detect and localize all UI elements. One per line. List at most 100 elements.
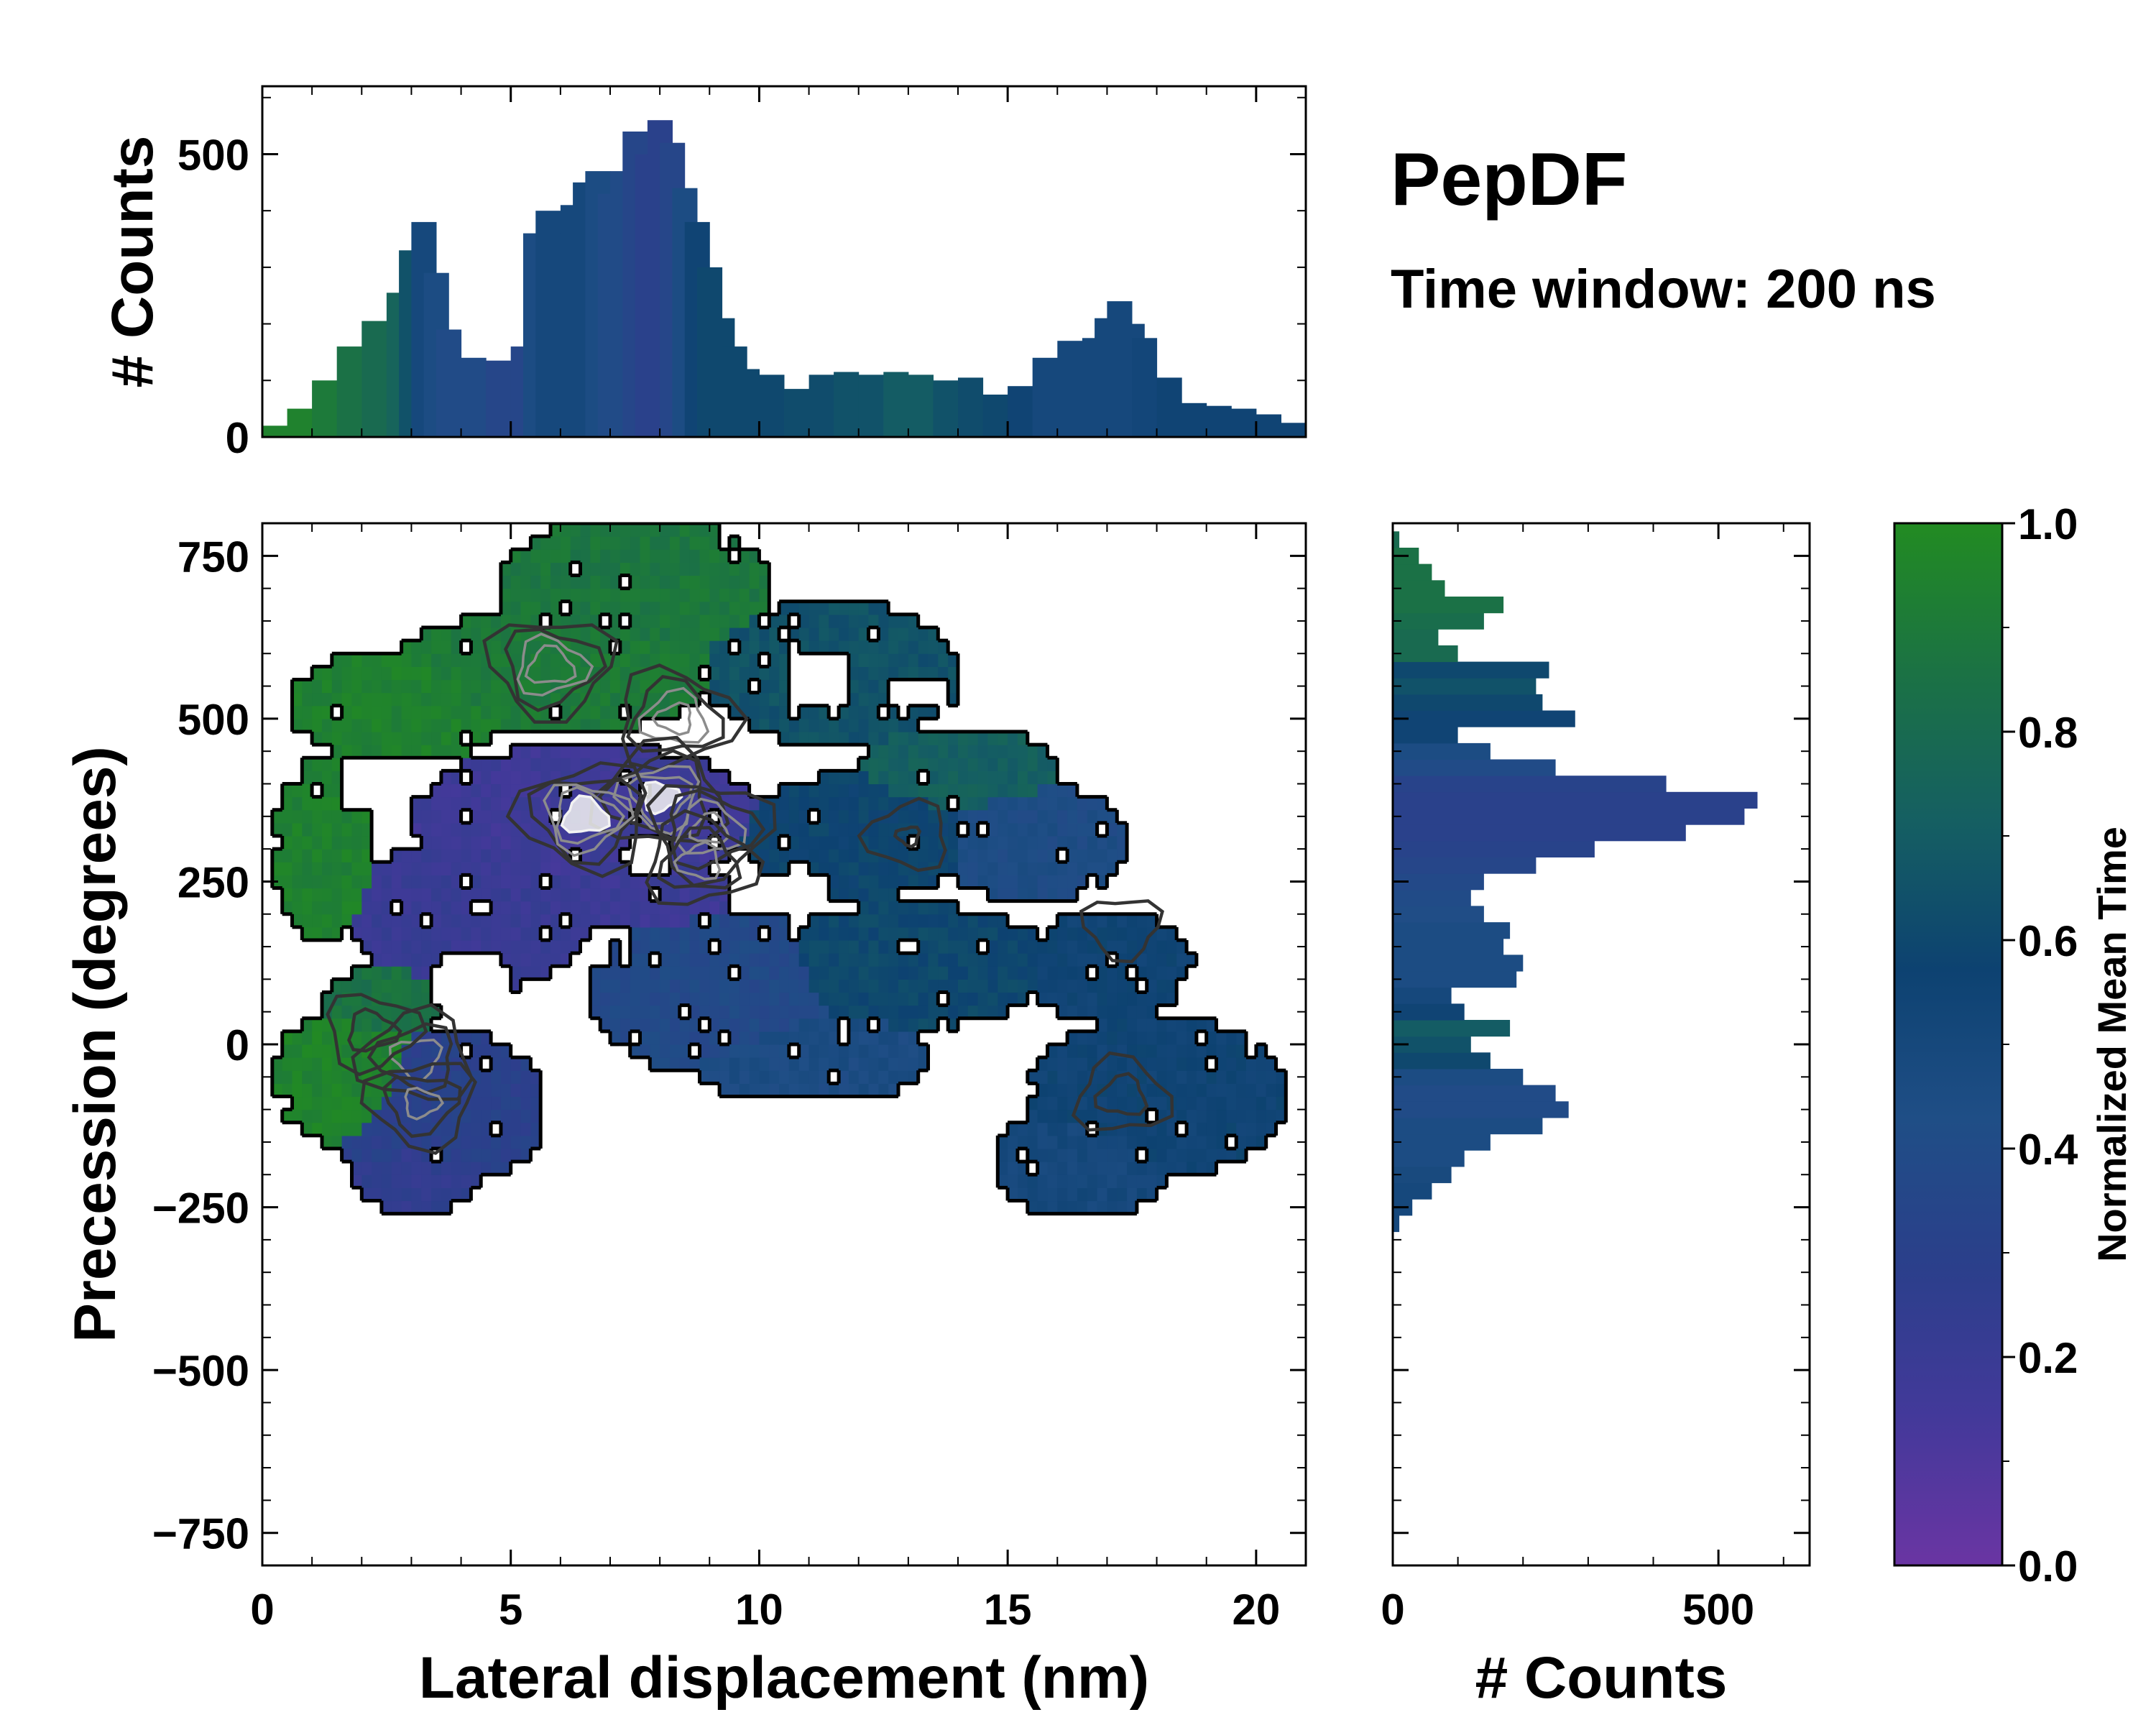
heatmap-cell	[341, 1018, 352, 1032]
heatmap-cell	[322, 758, 333, 771]
heatmap-cell	[839, 979, 849, 993]
heatmap-cell	[788, 1083, 800, 1098]
heatmap-cell	[292, 718, 303, 732]
heatmap-cell	[441, 926, 452, 941]
heatmap-cell	[381, 679, 392, 694]
heatmap-cell	[431, 901, 442, 915]
heatmap-cell	[431, 809, 442, 824]
heatmap-cell	[471, 770, 482, 785]
heatmap-cell	[530, 849, 541, 862]
heatmap-cell	[272, 822, 283, 837]
heatmap-cell	[481, 796, 492, 811]
heatmap-cell	[739, 940, 750, 954]
colorbar-tick-label: 0.0	[2018, 1542, 2078, 1591]
heatmap-cell	[739, 1031, 750, 1045]
heatmap-cell	[580, 705, 591, 719]
heatmap-cell	[520, 966, 531, 980]
heatmap-cell	[699, 653, 710, 667]
heatmap-cell	[908, 1018, 919, 1032]
heatmap-cell	[958, 796, 969, 811]
heatmap-cell	[779, 1018, 790, 1032]
right-xtick-label: 500	[1682, 1586, 1754, 1634]
heatmap-cell	[798, 1018, 810, 1032]
heatmap-cell	[1196, 1018, 1207, 1032]
heatmap-cell	[779, 849, 790, 862]
heatmap-cell	[928, 914, 939, 928]
heatmap-cell	[808, 966, 819, 980]
heatmap-cell	[699, 588, 710, 602]
heatmap-cell	[560, 758, 571, 771]
heatmap-cell	[769, 705, 780, 719]
heatmap-cell	[1136, 1057, 1148, 1071]
heatmap-cell	[709, 1005, 720, 1019]
heatmap-cell	[381, 953, 392, 967]
heatmap-cell	[302, 914, 313, 928]
heatmap-cell	[441, 666, 452, 681]
right-histogram-bar	[1393, 645, 1458, 663]
heatmap-cell	[590, 992, 601, 1006]
heatmap-cell	[1067, 862, 1078, 875]
heatmap-cell	[540, 758, 551, 771]
heatmap-cell	[749, 1031, 760, 1045]
heatmap-cell	[292, 1031, 303, 1045]
top-histogram-bar	[834, 372, 860, 437]
heatmap-cell	[322, 1031, 333, 1045]
heatmap-cell	[292, 692, 303, 707]
heatmap-cell	[938, 953, 949, 967]
heatmap-cell	[331, 1096, 343, 1110]
heatmap-cell	[471, 1135, 482, 1149]
heatmap-cell	[689, 640, 700, 654]
heatmap-cell	[1047, 940, 1058, 954]
heatmap-cell	[619, 640, 631, 654]
heatmap-cell	[401, 953, 412, 967]
heatmap-cell	[441, 849, 452, 862]
heatmap-cell	[1176, 1083, 1187, 1098]
heatmap-cell	[1136, 914, 1148, 928]
heatmap-cell	[829, 992, 839, 1006]
heatmap-cell	[1136, 1018, 1148, 1032]
heatmap-cell	[640, 575, 650, 589]
heatmap-cell	[958, 953, 969, 967]
heatmap-cell	[898, 914, 909, 928]
heatmap-cell	[411, 966, 422, 980]
heatmap-cell	[331, 1005, 343, 1019]
heatmap-cell	[471, 627, 482, 641]
heatmap-cell	[500, 1044, 512, 1058]
heatmap-cell	[839, 1083, 849, 1098]
heatmap-cell	[1037, 1162, 1048, 1175]
heatmap-cell	[689, 536, 700, 550]
heatmap-cell	[798, 718, 810, 732]
heatmap-cell	[868, 666, 879, 681]
heatmap-cell	[958, 809, 969, 824]
heatmap-cell	[630, 1044, 641, 1058]
heatmap-cell	[1037, 796, 1048, 811]
heatmap-cell	[1027, 809, 1038, 824]
right-histogram-bar	[1393, 1182, 1432, 1200]
heatmap-cell	[918, 666, 929, 681]
heatmap-cell	[1127, 1174, 1138, 1188]
ytick-label: 250	[178, 858, 249, 906]
heatmap-cell	[1107, 862, 1118, 875]
heatmap-cell	[868, 640, 879, 654]
heatmap-cell	[1187, 1109, 1197, 1123]
heatmap-cell	[421, 705, 432, 719]
heatmap-cell	[500, 1149, 512, 1162]
heatmap-cell	[689, 601, 700, 615]
heatmap-cell	[520, 849, 531, 862]
heatmap-cell	[898, 1044, 909, 1058]
heatmap-cell	[1196, 1122, 1207, 1136]
heatmap-cell	[1166, 979, 1177, 993]
heatmap-cell	[312, 1070, 323, 1084]
heatmap-cell	[461, 718, 471, 732]
heatmap-cell	[670, 1044, 681, 1058]
heatmap-cell	[938, 666, 949, 681]
heatmap-cell	[590, 549, 601, 563]
heatmap-cell	[858, 1083, 870, 1098]
heatmap-cell	[888, 758, 899, 771]
heatmap-cell	[948, 849, 959, 862]
heatmap-cell	[848, 640, 860, 654]
heatmap-cell	[451, 732, 462, 745]
heatmap-cell	[351, 862, 362, 875]
heatmap-cell	[1156, 926, 1167, 941]
heatmap-cell	[510, 901, 522, 915]
